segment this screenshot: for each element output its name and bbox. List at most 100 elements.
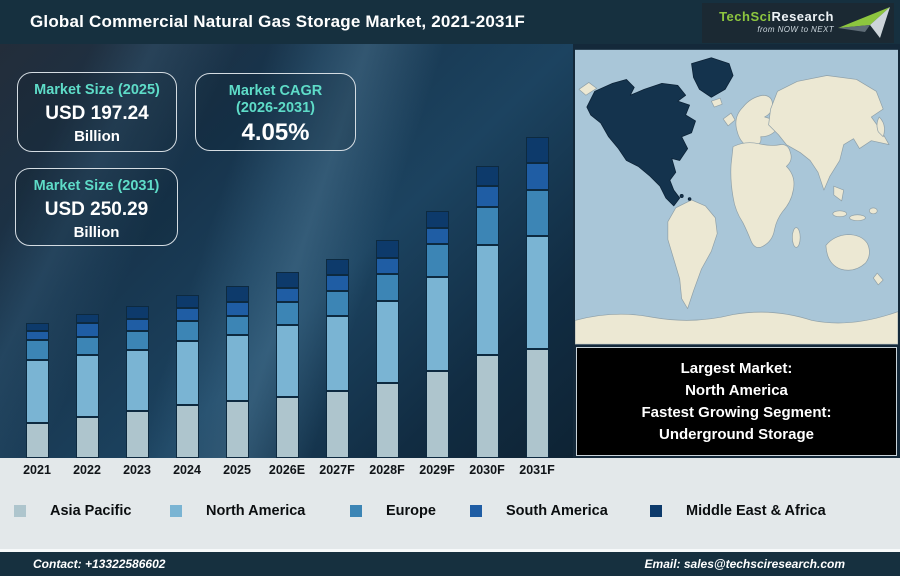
bar-segment-2031F-south-america [525, 163, 549, 190]
footer-bar: Contact: +13322586602 Email: sales@techs… [0, 552, 900, 576]
bar-segment-2023-middle-east-africa [125, 306, 149, 319]
logo-name-primary: TechSci [719, 9, 772, 24]
bar-segment-2031F-europe [525, 190, 549, 236]
bar-segment-2025-asia-pacific [225, 401, 249, 458]
right-panel: Largest Market: North America Fastest Gr… [573, 44, 900, 458]
market-cagr-box: Market CAGR (2026-2031) 4.05% [195, 73, 356, 151]
logo-tagline: from NOW to NEXT [757, 25, 834, 34]
bar-segment-2021-north-america [25, 360, 49, 423]
market-cagr-value: 4.05% [241, 119, 310, 146]
bar-2021 [25, 323, 49, 458]
bar-2030F [475, 166, 499, 458]
bar-2022 [75, 314, 99, 458]
bar-segment-2021-asia-pacific [25, 423, 49, 458]
footer-contact: Contact: +13322586602 [33, 557, 166, 571]
bar-segment-2027F-europe [325, 291, 349, 316]
bar-segment-2027F-middle-east-africa [325, 259, 349, 275]
bar-segment-2031F-north-america [525, 236, 549, 349]
legend-swatch [470, 505, 482, 517]
legend-item-europe: Europe [350, 503, 436, 519]
bar-segment-2028F-north-america [375, 301, 399, 383]
bar-segment-2025-north-america [225, 335, 249, 401]
largest-market-value: North America [685, 382, 788, 399]
bar-2029F [425, 211, 449, 458]
bar-segment-2029F-europe [425, 244, 449, 277]
x-axis-label-2030F: 2030F [469, 463, 505, 477]
x-axis-label-2029F: 2029F [419, 463, 455, 477]
x-axis-label-2028F: 2028F [369, 463, 405, 477]
fastest-segment-value: Underground Storage [658, 426, 814, 443]
legend-label: South America [506, 503, 608, 519]
market-size-2031-title: Market Size (2031) [33, 178, 160, 194]
x-axis-label-2023: 2023 [123, 463, 151, 477]
legend-label: North America [206, 503, 306, 519]
bar-segment-2030F-asia-pacific [475, 355, 499, 458]
legend-label: Middle East & Africa [686, 503, 826, 519]
footer-email: Email: sales@techsciresearch.com [644, 557, 845, 571]
logo-name: TechSciResearch [719, 10, 834, 23]
bar-2024 [175, 295, 199, 458]
legend-item-south-america: South America [470, 503, 608, 519]
chart-area: Market Size (2025) USD 197.24 Billion Ma… [0, 44, 573, 458]
bar-segment-2024-asia-pacific [175, 405, 199, 458]
bar-segment-2025-europe [225, 316, 249, 335]
legend-swatch [350, 505, 362, 517]
highlight-box: Largest Market: North America Fastest Gr… [576, 347, 897, 456]
bar-2028F [375, 240, 399, 458]
bar-segment-2028F-south-america [375, 258, 399, 274]
bar-segment-2027F-north-america [325, 316, 349, 391]
legend-label: Asia Pacific [50, 503, 132, 519]
bar-segment-2022-north-america [75, 355, 99, 417]
market-cagr-title: Market CAGR (2026-2031) [228, 83, 323, 116]
title-bar: Global Commercial Natural Gas Storage Ma… [0, 0, 900, 44]
bar-segment-2024-south-america [175, 308, 199, 321]
bar-2026E [275, 272, 299, 458]
bar-segment-2028F-europe [375, 274, 399, 301]
bar-segment-2031F-middle-east-africa [525, 137, 549, 163]
bar-segment-2023-south-america [125, 319, 149, 331]
world-map-svg [574, 49, 899, 345]
bar-segment-2027F-south-america [325, 275, 349, 291]
legend-swatch [14, 505, 26, 517]
bar-segment-2028F-middle-east-africa [375, 240, 399, 258]
legend-item-north-america: North America [170, 503, 305, 519]
bar-segment-2023-asia-pacific [125, 411, 149, 458]
market-size-2025-value: USD 197.24 [45, 103, 149, 124]
logo-text: TechSciResearch from NOW to NEXT [719, 10, 834, 36]
legend-label: Europe [386, 503, 436, 519]
bar-segment-2022-middle-east-africa [75, 314, 99, 323]
stacked-bars [0, 44, 573, 458]
legend-item-middle-east-africa: Middle East & Africa [650, 503, 826, 519]
bar-segment-2024-north-america [175, 341, 199, 405]
bar-segment-2030F-middle-east-africa [475, 166, 499, 186]
bar-segment-2026E-asia-pacific [275, 397, 299, 458]
page-title: Global Commercial Natural Gas Storage Ma… [30, 12, 525, 31]
market-size-2031-box: Market Size (2031) USD 250.29 Billion [15, 168, 178, 246]
bar-segment-2022-south-america [75, 323, 99, 337]
techsci-logo: TechSciResearch from NOW to NEXT [702, 3, 894, 43]
bar-segment-2030F-north-america [475, 245, 499, 355]
bar-segment-2026E-south-america [275, 288, 299, 302]
bar-2027F [325, 259, 349, 458]
x-axis-label-2022: 2022 [73, 463, 101, 477]
bar-segment-2030F-europe [475, 207, 499, 245]
bar-segment-2025-middle-east-africa [225, 286, 249, 302]
bar-segment-2023-europe [125, 331, 149, 350]
bar-segment-2022-asia-pacific [75, 417, 99, 458]
bar-segment-2026E-middle-east-africa [275, 272, 299, 288]
divider-strip [0, 549, 900, 552]
market-size-2025-box: Market Size (2025) USD 197.24 Billion [17, 72, 177, 152]
legend-swatch [650, 505, 662, 517]
bar-segment-2024-europe [175, 321, 199, 341]
market-size-2031-value: USD 250.29 [44, 199, 149, 220]
bar-segment-2026E-europe [275, 302, 299, 325]
market-size-2031-unit: Billion [73, 224, 120, 241]
legend-swatch [170, 505, 182, 517]
bar-segment-2022-europe [75, 337, 99, 355]
fastest-segment-label: Fastest Growing Segment: [641, 404, 832, 421]
legend-item-asia-pacific: Asia Pacific [14, 503, 131, 519]
x-axis-label-2027F: 2027F [319, 463, 355, 477]
map-north-america-highlight [586, 57, 734, 207]
bar-segment-2030F-south-america [475, 186, 499, 207]
market-size-2025-title: Market Size (2025) [34, 82, 160, 98]
